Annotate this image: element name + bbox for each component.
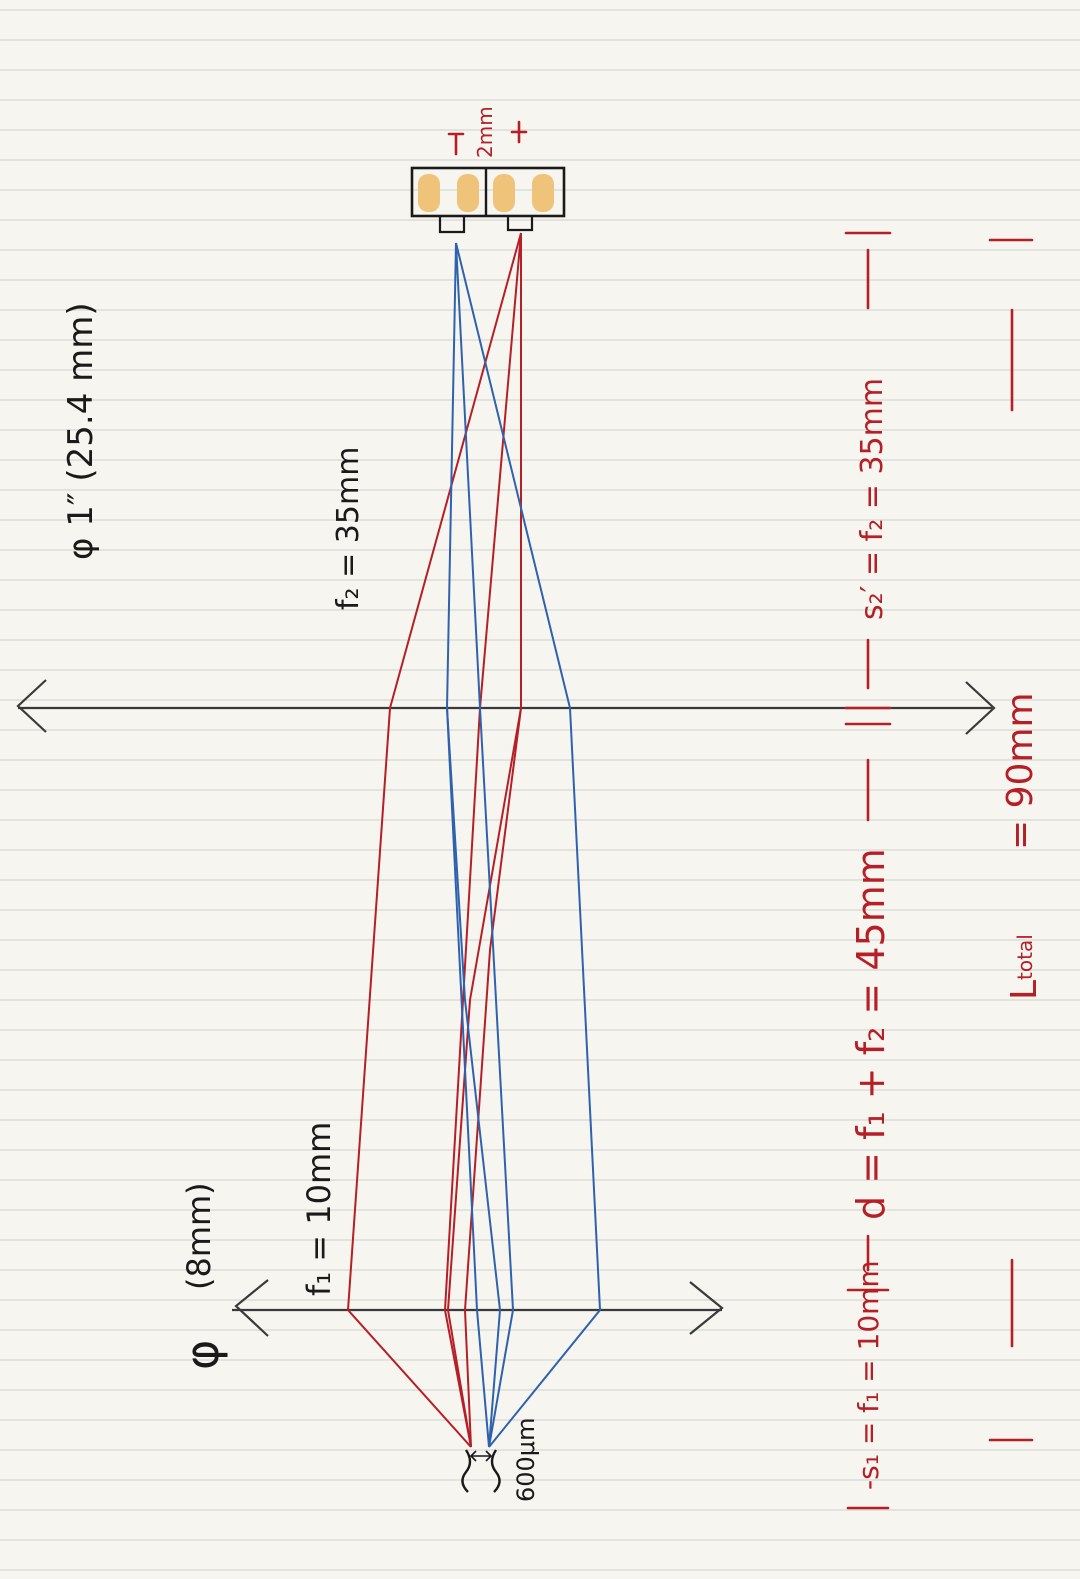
dim-s1-label: -s₁ = f₁ = 10mm <box>852 1260 885 1490</box>
lens-2-right-arrowhead <box>965 681 996 735</box>
notebook-rules <box>0 9 1080 1571</box>
lens-1-left-arrowhead <box>234 1279 269 1337</box>
detector-pixel-1 <box>418 174 440 212</box>
lens-1-right-arrowhead <box>689 1281 724 1335</box>
total-label: Ltotal <box>1004 934 1045 1000</box>
source <box>461 1449 501 1493</box>
detector-pitch-label: 2mm <box>473 106 497 158</box>
detector-lead-2 <box>506 216 534 232</box>
detector-pixel-2 <box>457 174 479 212</box>
red-ray-4 <box>446 707 522 1448</box>
source-size-arrow-right <box>485 1450 493 1462</box>
total-subscript: total <box>1013 934 1037 980</box>
total-letter: L <box>1004 980 1045 1000</box>
source-left-curve <box>461 1449 472 1493</box>
source-size-label: 600μm <box>512 1418 540 1502</box>
total-length-row: Ltotal = 90mm <box>988 238 1045 1442</box>
detector-pixel-3 <box>493 174 515 212</box>
lens-2-diameter-label: φ 1″ (25.4 mm) <box>61 302 101 560</box>
blue-ray-3 <box>445 242 490 1448</box>
detector-array <box>410 120 566 234</box>
phi-symbol: φ <box>61 527 101 560</box>
detector-pixel-4 <box>532 174 554 212</box>
red-ray-1 <box>346 232 522 1448</box>
blue-ray-2 <box>455 242 515 1448</box>
lens-2 <box>16 679 996 735</box>
dim-s2-label: s₂′ = f₂ = 35mm <box>855 378 890 620</box>
red-ray-3 <box>463 233 522 1448</box>
lens-2-diameter-text: 1″ (25.4 mm) <box>61 302 101 526</box>
lens-1-phi-symbol: φ <box>175 1340 229 1370</box>
source-size-arrow-left <box>469 1450 477 1462</box>
pitch-bracket-bottom <box>510 120 528 144</box>
lens-2-focal-label: f₂ = 35mm <box>331 447 366 610</box>
blue-ray-1 <box>455 242 602 1448</box>
detector-lead-1 <box>438 216 466 234</box>
lens-1-focal-label: f₁ = 10mm <box>300 1122 338 1296</box>
lens-1-diameter-label: (8mm) <box>180 1182 218 1290</box>
blue-rays <box>445 242 602 1448</box>
detector-housing <box>410 166 566 218</box>
dimension-row: -s₁ = f₁ = 10mm d = f₁ + f₂ = 45mm s₂′ =… <box>844 231 893 1510</box>
dim-d-label: d = f₁ + f₂ = 45mm <box>849 848 893 1220</box>
lens-2-left-arrowhead <box>16 679 47 733</box>
total-value: = 90mm <box>1000 692 1041 850</box>
blue-ray-4 <box>446 707 502 1448</box>
source-right-curve <box>490 1449 501 1493</box>
pitch-bracket-top <box>447 132 465 156</box>
